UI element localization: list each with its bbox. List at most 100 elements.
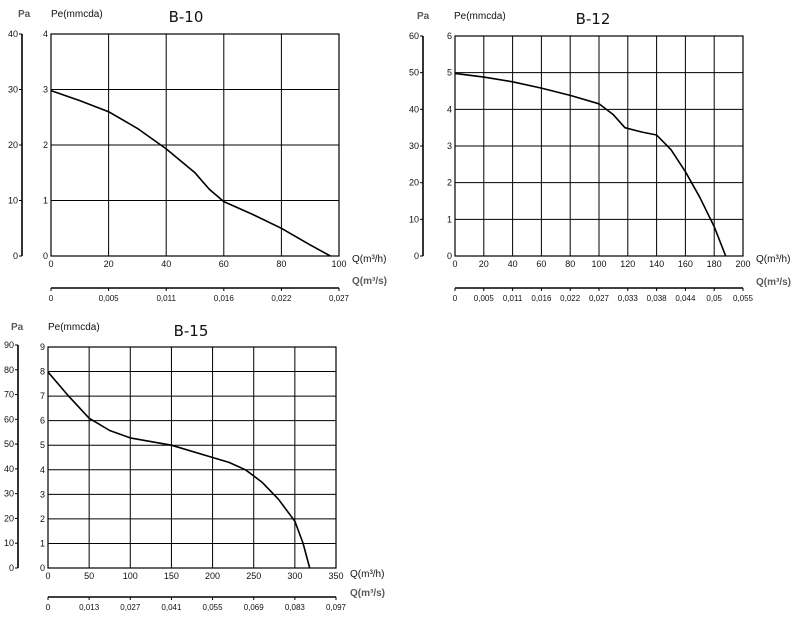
y-axis-label: Pe(mmcda) (454, 11, 506, 22)
outer-x-tick-label: 0,016 (214, 294, 235, 303)
chart-title: B-12 (576, 10, 611, 28)
outer-y-tick-label: 30 (8, 85, 18, 95)
outer-y-tick-label: 80 (4, 365, 14, 375)
y-tick-label: 4 (447, 104, 452, 114)
outer-y-tick-label: 50 (409, 68, 419, 78)
outer-y-tick-label: 60 (4, 414, 14, 424)
plot-frame (50, 33, 340, 257)
outer-x-tick-label: 0,022 (560, 294, 581, 303)
x-axis-label: Q(m³/h) (756, 254, 790, 265)
outer-x-tick-label: 0,044 (675, 294, 696, 303)
x-tick-label: 50 (84, 571, 94, 581)
outer-x-tick-label: 0,005 (474, 294, 495, 303)
y-tick-label: 3 (40, 489, 45, 499)
outer-x-tick-label: 0,069 (244, 603, 265, 612)
outer-x-tick-label: 0 (49, 294, 54, 303)
outer-x-tick-label: 0,038 (647, 294, 668, 303)
y-tick-label: 3 (43, 85, 48, 95)
outer-y-tick-label: 10 (4, 538, 14, 548)
chart-title: B-15 (174, 322, 209, 340)
outer-x-tick-label: 0,05 (706, 294, 722, 303)
outer-y-tick-label: 30 (4, 489, 14, 499)
outer-x-axis-label: Q(m³/s) (756, 277, 791, 288)
x-tick-label: 160 (678, 259, 693, 269)
y-tick-label: 2 (447, 178, 452, 188)
outer-x-tick-label: 0 (453, 294, 458, 303)
x-tick-label: 200 (205, 571, 220, 581)
y-tick-label: 3 (447, 141, 452, 151)
y-axis-label: Pe(mmcda) (51, 9, 103, 20)
chart-title: B-10 (169, 8, 204, 26)
x-tick-label: 100 (123, 571, 138, 581)
plot-frame (47, 346, 337, 569)
outer-x-tick-label: 0,016 (531, 294, 552, 303)
outer-y-tick-label: 40 (4, 464, 14, 474)
x-tick-label: 150 (164, 571, 179, 581)
x-tick-label: 60 (536, 259, 546, 269)
x-tick-label: 0 (452, 259, 457, 269)
outer-y-tick-label: 0 (9, 563, 14, 573)
outer-x-tick-label: 0,055 (203, 603, 224, 612)
x-axis-label: Q(m³/h) (352, 254, 386, 265)
outer-y-axis-label: Pa (18, 9, 31, 20)
x-tick-label: 120 (620, 259, 635, 269)
y-tick-label: 5 (447, 68, 452, 78)
outer-x-tick-label: 0,083 (285, 603, 306, 612)
outer-x-tick-label: 0,097 (326, 603, 347, 612)
outer-x-tick-label: 0,011 (156, 294, 176, 303)
y-tick-label: 9 (40, 342, 45, 352)
x-tick-label: 80 (565, 259, 575, 269)
x-tick-label: 140 (649, 259, 664, 269)
y-tick-label: 5 (40, 440, 45, 450)
outer-y-tick-label: 20 (4, 513, 14, 523)
x-tick-label: 100 (331, 259, 346, 269)
y-tick-label: 0 (40, 563, 45, 573)
outer-y-tick-label: 40 (8, 29, 18, 39)
outer-y-tick-label: 90 (4, 340, 14, 350)
outer-x-axis-label: Q(m³/s) (350, 588, 385, 599)
x-tick-label: 300 (287, 571, 302, 581)
x-tick-label: 180 (707, 259, 722, 269)
outer-x-tick-label: 0,027 (329, 294, 350, 303)
x-tick-label: 80 (276, 259, 286, 269)
outer-x-tick-label: 0,033 (618, 294, 639, 303)
x-tick-label: 100 (591, 259, 606, 269)
y-tick-label: 6 (447, 31, 452, 41)
x-tick-label: 40 (161, 259, 171, 269)
x-tick-label: 350 (328, 571, 343, 581)
y-tick-label: 1 (43, 196, 48, 206)
y-tick-label: 7 (40, 391, 45, 401)
outer-y-tick-label: 0 (414, 251, 419, 261)
outer-y-tick-label: 30 (409, 141, 419, 151)
outer-y-tick-label: 20 (8, 140, 18, 150)
outer-y-axis-label: Pa (11, 322, 24, 333)
x-tick-label: 60 (219, 259, 229, 269)
y-tick-label: 6 (40, 416, 45, 426)
y-tick-label: 1 (447, 214, 452, 224)
outer-x-tick-label: 0,005 (99, 294, 120, 303)
x-tick-label: 20 (104, 259, 114, 269)
fan-curve-line (50, 89, 331, 257)
outer-y-tick-label: 10 (8, 196, 18, 206)
outer-x-tick-label: 0,027 (120, 603, 141, 612)
outer-y-axis-label: Pa (417, 11, 430, 22)
y-tick-label: 4 (43, 29, 48, 39)
x-axis-label: Q(m³/h) (350, 569, 384, 580)
outer-x-tick-label: 0,011 (503, 294, 523, 303)
y-tick-label: 4 (40, 465, 45, 475)
x-tick-label: 40 (508, 259, 518, 269)
outer-y-tick-label: 10 (409, 214, 419, 224)
outer-x-tick-label: 0,022 (271, 294, 292, 303)
outer-y-tick-label: 70 (4, 390, 14, 400)
outer-y-tick-label: 60 (409, 31, 419, 41)
outer-x-tick-label: 0,027 (589, 294, 610, 303)
x-tick-label: 250 (246, 571, 261, 581)
fan-curve-line (47, 371, 311, 569)
plot-frame (454, 35, 744, 257)
outer-x-tick-label: 0 (46, 603, 51, 612)
outer-x-tick-label: 0,013 (79, 603, 100, 612)
y-tick-label: 8 (40, 367, 45, 377)
y-tick-label: 1 (40, 538, 45, 548)
